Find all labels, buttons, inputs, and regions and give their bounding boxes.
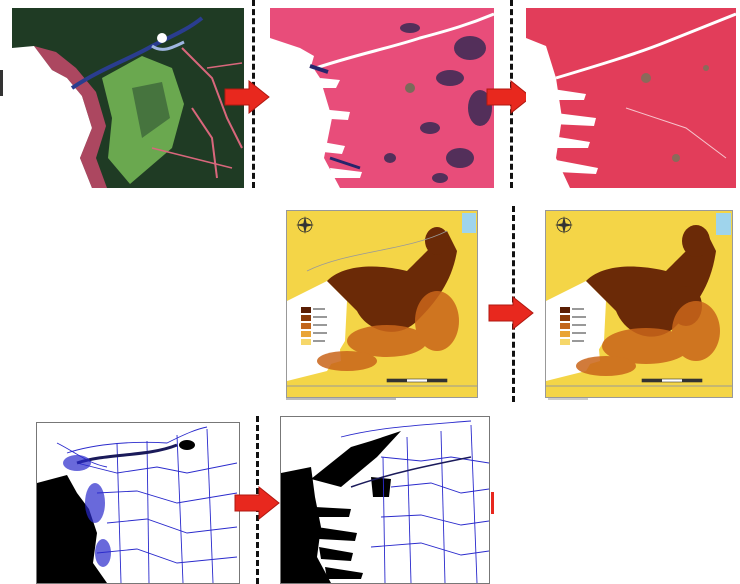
density-map-before-footer: [286, 398, 396, 400]
sea-area: [12, 46, 92, 188]
urbanization-map-stage-2: [526, 8, 736, 188]
vegetation-clusters: [384, 23, 492, 183]
transition-arrow-row2: [488, 296, 534, 330]
street-network-map-before: [36, 422, 240, 584]
street-network-map-after: [280, 416, 490, 584]
transition-arrow-row1-a: [224, 80, 270, 114]
river-line: [70, 16, 204, 90]
reclaimed-land-piers: [311, 431, 401, 579]
street-lines: [340, 420, 489, 583]
legend-swatches: [560, 307, 586, 345]
medium-density-zone: [317, 291, 459, 371]
north-arrow-icon: [555, 216, 573, 234]
medium-density-zone: [576, 301, 720, 376]
scale-bar: [641, 378, 703, 383]
water-patch: [462, 213, 476, 233]
transition-arrow-row1-b: [486, 80, 532, 114]
legend-swatches: [301, 307, 327, 345]
density-map-after-footer: [548, 398, 588, 400]
land-mass-black: [281, 467, 331, 583]
right-edge-tick: [491, 492, 494, 514]
density-map-after: [545, 210, 733, 398]
left-edge-tick: [0, 70, 3, 96]
north-arrow-icon: [296, 216, 314, 234]
coastal-urban: [34, 46, 107, 188]
street-lines: [56, 426, 238, 583]
urbanization-map-stage-1: [270, 8, 494, 188]
density-map-before: [286, 210, 478, 398]
dense-blue-clusters: [63, 455, 111, 567]
transition-arrow-row3: [234, 486, 280, 520]
sea-area: [526, 38, 570, 188]
land-mass-black: [37, 475, 107, 583]
satellite-landcover-map: [12, 8, 244, 188]
scale-bar: [386, 378, 448, 383]
water-patch: [716, 213, 731, 235]
